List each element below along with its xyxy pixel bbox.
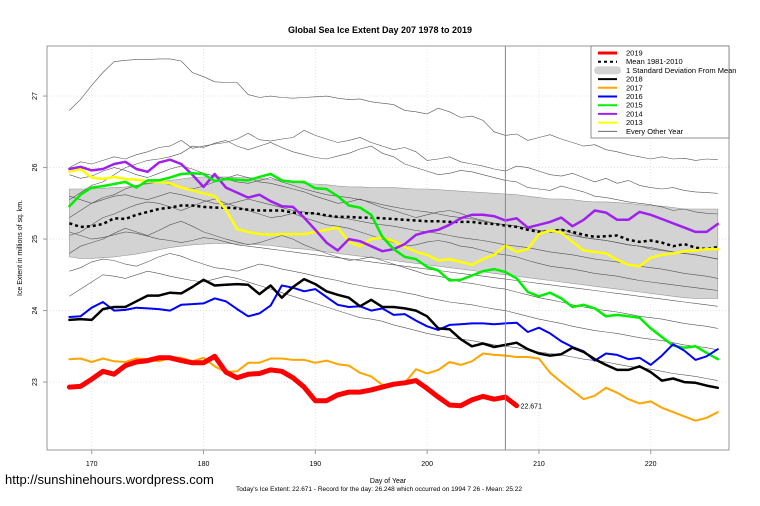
series-line-2018 bbox=[68, 277, 720, 390]
current-value-label: 22.671 bbox=[521, 404, 543, 411]
y-tick-label: 24 bbox=[32, 307, 39, 315]
watermark: http://sunshinehours.wordpress.com bbox=[5, 472, 214, 487]
highlighted-series bbox=[66, 158, 720, 422]
series-line-2013 bbox=[68, 167, 720, 268]
y-axis-label: Ice Extent in millions of sq. km. bbox=[17, 200, 24, 296]
series-line-2017 bbox=[68, 352, 719, 422]
legend-label: 2017 bbox=[626, 83, 643, 92]
other-year-line bbox=[69, 231, 718, 307]
other-years-lines bbox=[69, 58, 718, 381]
legend-label: 2018 bbox=[626, 75, 643, 84]
x-tick-label: 210 bbox=[533, 461, 545, 468]
other-year-line bbox=[69, 253, 718, 351]
other-year-line bbox=[69, 140, 718, 215]
other-year-line bbox=[69, 192, 718, 279]
legend-swatch bbox=[594, 66, 621, 75]
plot-frame bbox=[46, 45, 730, 451]
chart-title: Global Sea Ice Extent Day 207 1978 to 20… bbox=[288, 25, 472, 35]
y-tick-label: 27 bbox=[32, 92, 39, 100]
legend-label: Mean 1981-2010 bbox=[626, 57, 683, 66]
series-line-2016 bbox=[68, 284, 719, 366]
legend-label: 2019 bbox=[626, 49, 643, 58]
x-axis-ticks: 170 180 190 200 210 220 bbox=[86, 450, 657, 468]
y-axis-ticks: 23 24 25 26 27 bbox=[32, 92, 47, 386]
legend-label: Every Other Year bbox=[626, 127, 684, 136]
x-tick-label: 180 bbox=[198, 461, 210, 468]
x-tick-label: 170 bbox=[86, 461, 98, 468]
x-tick-label: 190 bbox=[309, 461, 321, 468]
x-tick-label: 220 bbox=[645, 461, 657, 468]
series-line-2015 bbox=[68, 172, 720, 361]
y-tick-label: 25 bbox=[32, 235, 39, 243]
other-year-line bbox=[69, 58, 718, 161]
legend-label: 1 Standard Deviation From Mean bbox=[626, 66, 736, 75]
legend-label: 2013 bbox=[626, 118, 643, 127]
x-axis-label: Day of Year bbox=[370, 478, 407, 485]
legend-label: 2015 bbox=[626, 101, 643, 110]
other-year-line bbox=[69, 220, 718, 329]
other-year-line bbox=[69, 130, 718, 194]
y-tick-label: 26 bbox=[32, 164, 39, 172]
legend-label: 2014 bbox=[626, 109, 643, 118]
series-line-mean-1981-2010 bbox=[69, 204, 719, 251]
chart-subtitle: Today's Ice Extent: 22.671 - Record for … bbox=[236, 486, 522, 493]
y-tick-label: 23 bbox=[32, 378, 39, 386]
other-year-line bbox=[69, 270, 718, 381]
series-line-2019 bbox=[66, 353, 520, 409]
x-tick-label: 200 bbox=[421, 461, 433, 468]
legend-label: 2016 bbox=[626, 92, 643, 101]
other-year-line bbox=[69, 165, 718, 260]
